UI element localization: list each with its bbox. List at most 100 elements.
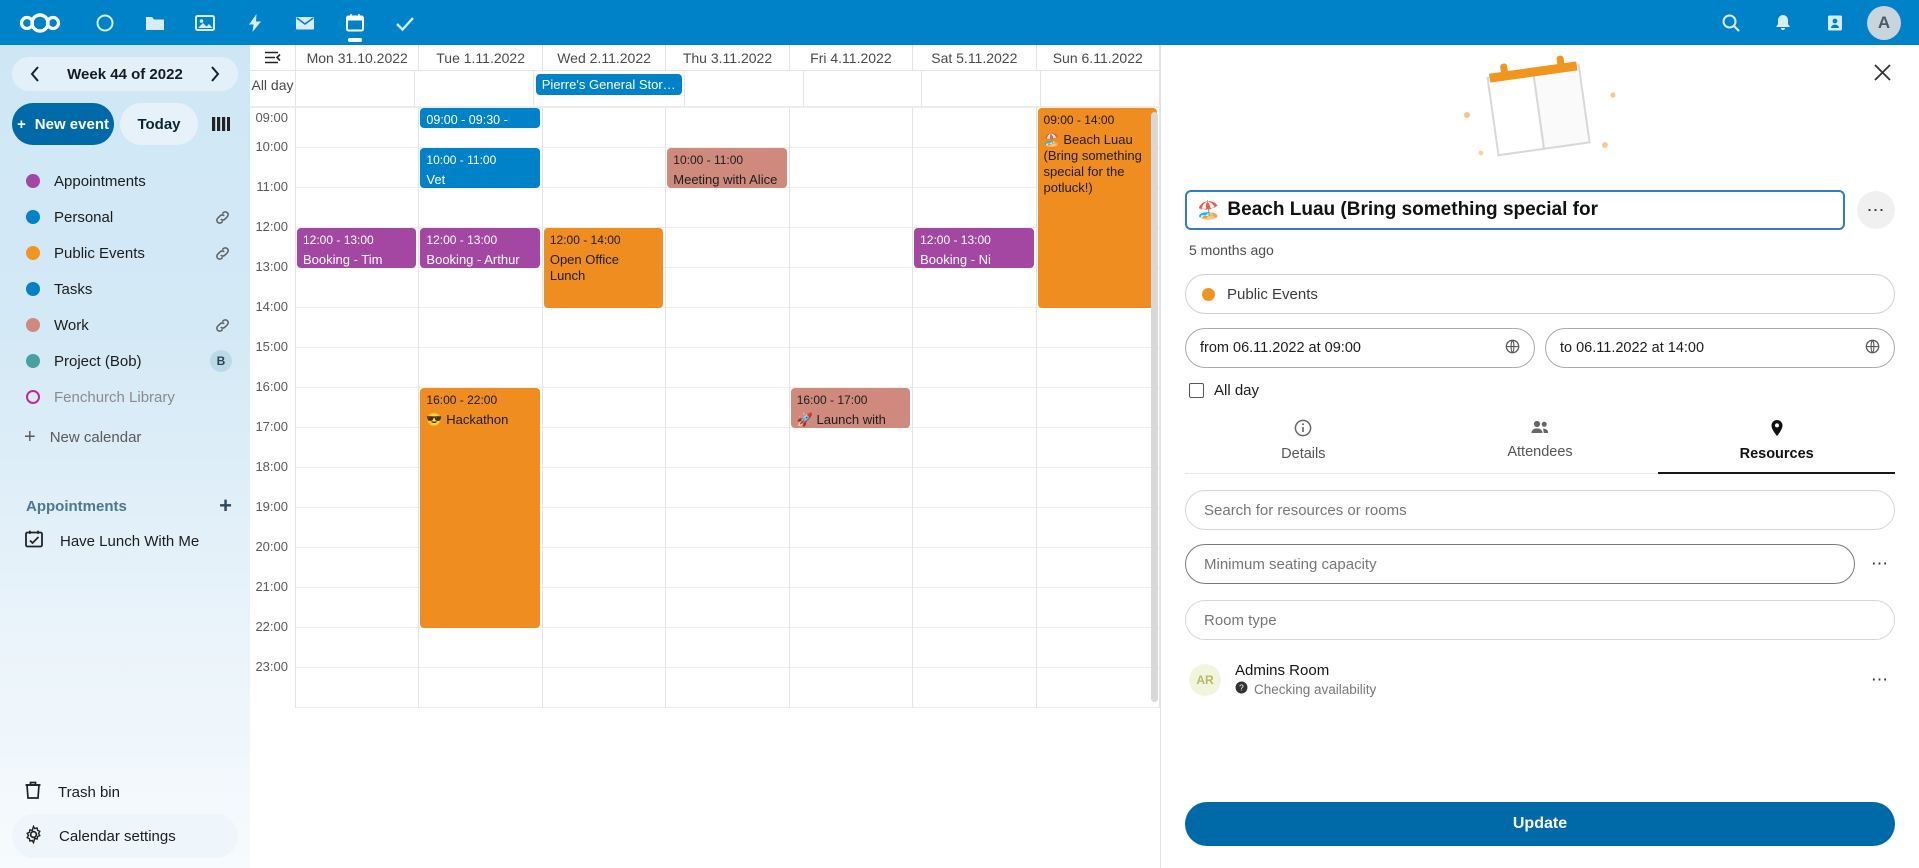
hour-cell[interactable] xyxy=(789,348,913,388)
calendar-item-work[interactable]: Work xyxy=(12,307,238,343)
hour-cell[interactable] xyxy=(419,188,542,228)
all-day-cell-1[interactable] xyxy=(415,71,534,106)
new-calendar-button[interactable]: + New calendar xyxy=(12,419,238,455)
all-day-cell-4[interactable] xyxy=(804,71,923,106)
calendar-item-project-bob[interactable]: Project (Bob) B xyxy=(12,343,238,379)
hour-cell[interactable] xyxy=(913,508,1036,548)
hour-cell[interactable] xyxy=(913,588,1036,628)
hour-cell[interactable] xyxy=(913,428,1036,468)
hour-cell[interactable] xyxy=(419,268,542,308)
minimum-seating-capacity-input[interactable]: Minimum seating capacity xyxy=(1185,544,1855,584)
hour-cell[interactable] xyxy=(296,108,419,148)
calendar-icon[interactable] xyxy=(330,0,380,45)
day-column-4[interactable]: 16:00 - 17:00 🚀 Launch with Elon xyxy=(789,108,914,708)
nextcloud-logo-icon[interactable] xyxy=(10,0,70,45)
hour-cell[interactable] xyxy=(666,628,789,668)
day-column-0[interactable]: 12:00 - 13:00 Booking - Tim (Wizard) xyxy=(296,108,420,708)
day-header-1[interactable]: Tue 1.11.2022 xyxy=(419,45,543,70)
photos-icon[interactable] xyxy=(180,0,230,45)
previous-week-button[interactable] xyxy=(22,61,48,87)
hour-cell[interactable] xyxy=(666,468,789,508)
hour-cell[interactable] xyxy=(789,468,913,508)
hour-cell[interactable] xyxy=(913,108,1036,148)
tab-attendees[interactable]: Attendees xyxy=(1422,413,1659,474)
hour-cell[interactable] xyxy=(913,188,1036,228)
new-event-button[interactable]: + New event xyxy=(12,103,114,145)
columns-view-icon[interactable] xyxy=(204,103,238,145)
hour-cell[interactable] xyxy=(296,308,419,348)
hour-cell[interactable] xyxy=(666,268,789,308)
hour-cell[interactable] xyxy=(666,308,789,348)
day-column-3[interactable]: 10:00 - 11:00 Meeting with Alice xyxy=(666,108,790,708)
vertical-scrollbar[interactable] xyxy=(1151,112,1158,702)
more-actions-icon[interactable]: ⋯ xyxy=(1857,191,1895,229)
tab-resources[interactable]: Resources xyxy=(1658,413,1896,474)
hour-cell[interactable] xyxy=(542,508,666,548)
globe-icon[interactable] xyxy=(1865,339,1880,358)
next-week-button[interactable] xyxy=(202,61,228,87)
beach-emoji-icon[interactable]: 🏖️ xyxy=(1197,199,1220,220)
update-button[interactable]: Update xyxy=(1185,802,1895,846)
hour-cell[interactable] xyxy=(789,548,913,588)
contacts-icon[interactable] xyxy=(1809,0,1861,45)
hour-cell[interactable] xyxy=(666,548,789,588)
calendar-item-tasks[interactable]: Tasks xyxy=(12,271,238,307)
week-datepicker[interactable]: Week 44 of 2022 xyxy=(12,57,238,91)
hour-cell[interactable] xyxy=(913,268,1036,308)
event-end-date-field[interactable]: to 06.11.2022 at 14:00 xyxy=(1545,328,1895,368)
day-column-1[interactable]: 09:00 - 09:30 - Workflow 10:00 - 11:00 Vet… xyxy=(419,108,543,708)
hour-cell[interactable] xyxy=(542,428,666,468)
hour-cell[interactable] xyxy=(419,628,542,668)
all-day-cell-5[interactable] xyxy=(922,71,1042,106)
hour-cell[interactable] xyxy=(789,308,913,348)
hour-cell[interactable] xyxy=(1036,668,1159,708)
all-day-cell-2[interactable]: Pierre's General Stor… xyxy=(534,71,685,106)
hour-cell[interactable] xyxy=(913,348,1036,388)
hour-cell[interactable] xyxy=(296,428,419,468)
hour-cell[interactable] xyxy=(542,628,666,668)
hour-cell[interactable] xyxy=(789,108,913,148)
calendar-event[interactable]: 10:00 - 11:00 Meeting with Alice xyxy=(667,148,787,188)
calendar-event[interactable]: 12:00 - 13:00 Booking - Tim (Wizard) xyxy=(297,228,417,268)
hour-cell[interactable] xyxy=(789,588,913,628)
dashboard-icon[interactable] xyxy=(80,0,130,45)
hour-cell[interactable] xyxy=(542,388,666,428)
day-header-4[interactable]: Fri 4.11.2022 xyxy=(790,45,914,70)
today-button[interactable]: Today xyxy=(120,103,198,145)
hour-cell[interactable] xyxy=(666,508,789,548)
all-day-cell-6[interactable] xyxy=(1041,71,1160,106)
all-day-checkbox[interactable]: All day xyxy=(1185,382,1895,399)
search-icon[interactable] xyxy=(1705,0,1757,45)
hour-cell[interactable] xyxy=(789,228,913,268)
appointment-item-have-lunch-with-me[interactable]: Have Lunch With Me xyxy=(12,521,238,561)
day-header-0[interactable]: Mon 31.10.2022 xyxy=(296,45,420,70)
hour-cell[interactable] xyxy=(789,508,913,548)
share-link-icon[interactable] xyxy=(212,207,232,227)
hour-cell[interactable] xyxy=(542,548,666,588)
hour-cell[interactable] xyxy=(296,388,419,428)
calendar-item-fenchurch-library[interactable]: Fenchurch Library xyxy=(12,379,238,415)
tasks-icon[interactable] xyxy=(380,0,430,45)
resource-item-admins-room[interactable]: AR Admins Room ? Checking availability ⋯ xyxy=(1185,662,1895,697)
hour-cell[interactable] xyxy=(1036,508,1159,548)
hour-cell[interactable] xyxy=(542,588,666,628)
calendar-scroll-area[interactable]: 09:00 10:00 11:00 12:00 13:00 14:00 15:00 16:00… xyxy=(250,108,1160,868)
globe-icon[interactable] xyxy=(1505,339,1520,358)
day-column-6[interactable]: 09:00 - 14:00 🏖️ Beach Luau (Bring someth… xyxy=(1036,108,1160,708)
hour-cell[interactable] xyxy=(666,388,789,428)
hour-cell[interactable] xyxy=(913,468,1036,508)
hour-cell[interactable] xyxy=(789,148,913,188)
hour-cell[interactable] xyxy=(913,388,1036,428)
calendar-settings-button[interactable]: Calendar settings xyxy=(12,814,238,858)
files-icon[interactable] xyxy=(130,0,180,45)
all-day-cell-0[interactable] xyxy=(296,71,415,106)
hour-cell[interactable] xyxy=(296,628,419,668)
hour-cell[interactable] xyxy=(913,668,1036,708)
add-appointment-icon[interactable]: + xyxy=(219,493,232,518)
hour-cell[interactable] xyxy=(666,228,789,268)
more-actions-icon[interactable]: ⋯ xyxy=(1871,554,1889,573)
hour-cell[interactable] xyxy=(419,668,542,708)
hour-cell[interactable] xyxy=(1036,428,1159,468)
day-header-3[interactable]: Thu 3.11.2022 xyxy=(666,45,790,70)
calendar-event[interactable]: 09:00 - 14:00 🏖️ Beach Luau (Bring someth… xyxy=(1037,108,1157,308)
